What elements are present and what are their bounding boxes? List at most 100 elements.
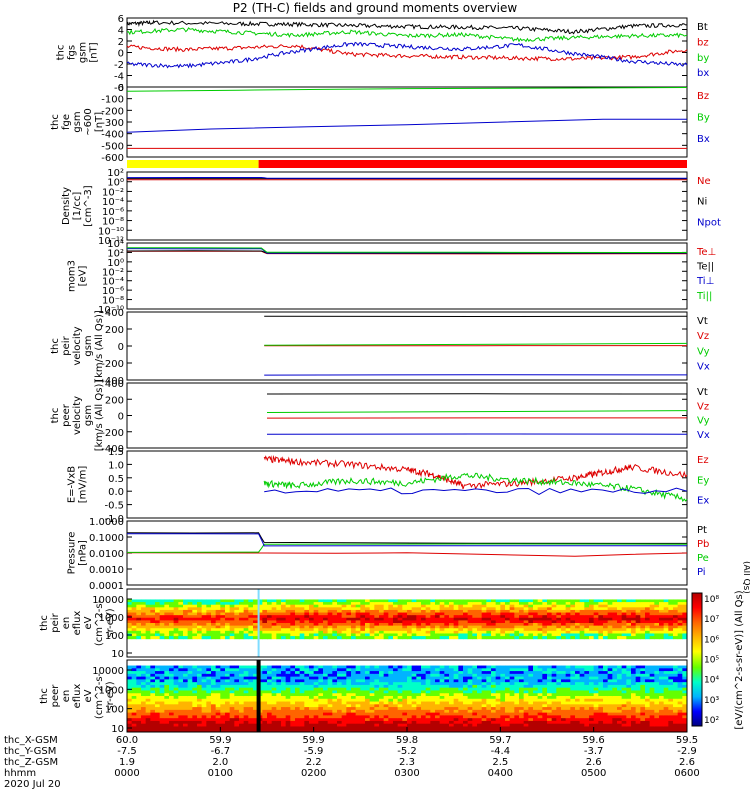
- spectrogram-cell: [276, 698, 282, 703]
- spectrogram-cell: [439, 696, 445, 700]
- spectrogram-cell: [248, 679, 254, 683]
- spectrogram-cell: [519, 718, 525, 722]
- spectrogram-cell: [201, 704, 207, 708]
- spectrogram-cell: [444, 720, 450, 725]
- spectrogram-cell: [220, 615, 226, 619]
- spectrogram-cell: [285, 607, 291, 611]
- spectrogram-cell: [178, 623, 184, 627]
- spectrogram-cell: [131, 668, 137, 672]
- spectrogram-cell: [463, 676, 469, 680]
- spectrogram-cell: [649, 729, 655, 733]
- spectrogram-cell: [290, 720, 296, 725]
- spectrogram-cell: [421, 671, 427, 675]
- spectrogram-cell: [542, 720, 548, 725]
- spectrogram-cell: [481, 609, 487, 614]
- y-tick-label: -400: [101, 444, 124, 455]
- spectrogram-cell: [519, 729, 525, 733]
- spectrogram-cell: [603, 726, 609, 730]
- spectrogram-cell: [593, 628, 599, 632]
- spectrogram-cell: [136, 723, 142, 727]
- spectrogram-cell: [355, 712, 361, 716]
- spectrogram-cell: [500, 704, 506, 708]
- spectrogram-cell: [612, 636, 618, 640]
- spectrogram-cell: [327, 630, 333, 634]
- spectrogram-cell: [271, 679, 277, 683]
- y-axis-label: Density: [61, 187, 72, 225]
- spectrogram-cell: [145, 698, 151, 703]
- spectrogram-cell: [141, 607, 147, 611]
- spectrogram-cell: [197, 707, 203, 711]
- spectrogram-cell: [323, 698, 329, 703]
- spectrogram-cell: [383, 704, 389, 708]
- spectrogram-cell: [141, 620, 147, 624]
- spectrogram-cell: [486, 671, 492, 675]
- spectrogram-cell: [369, 715, 375, 719]
- spectrogram-cell: [285, 690, 291, 694]
- spectrogram-cell: [327, 625, 333, 629]
- spectrogram-cell: [463, 704, 469, 708]
- spectrogram-cell: [561, 715, 567, 719]
- spectrogram-cell: [229, 701, 235, 705]
- spectrogram-cell: [421, 726, 427, 730]
- spectrogram-cell: [570, 628, 576, 632]
- spectrogram-cell: [640, 726, 646, 730]
- spectrogram-cell: [337, 633, 343, 637]
- spectrogram-cell: [332, 720, 338, 725]
- spectrogram-cell: [435, 599, 441, 603]
- spectrogram-cell: [677, 625, 683, 629]
- spectrogram-cell: [430, 615, 436, 619]
- spectrogram-cell: [127, 617, 133, 621]
- y-axis-label: gsm: [72, 111, 83, 132]
- spectrogram-cell: [575, 687, 581, 691]
- spectrogram-cell: [617, 599, 623, 603]
- spectrogram-cell: [519, 599, 525, 603]
- spectrogram-cell: [187, 671, 193, 675]
- spectrogram-cell: [472, 630, 478, 634]
- spectrogram-cell: [659, 676, 665, 680]
- spectrogram-cell: [327, 696, 333, 700]
- spectrogram-cell: [519, 620, 525, 624]
- spectrogram-cell: [136, 625, 142, 629]
- spectrogram-cell: [542, 604, 548, 608]
- spectrogram-cell: [309, 693, 315, 697]
- spectrogram-cell: [397, 682, 403, 686]
- spectrogram-cell: [299, 687, 305, 691]
- spectrogram-cell: [215, 615, 221, 619]
- spectrogram-cell: [472, 668, 478, 672]
- spectrogram-cell: [505, 673, 511, 678]
- spectrogram-cell: [463, 625, 469, 629]
- spectrogram-cell: [565, 693, 571, 697]
- spectrogram-cell: [617, 630, 623, 634]
- spectrogram-cell: [229, 693, 235, 697]
- spectrogram-cell: [360, 718, 366, 722]
- spectrogram-cell: [341, 682, 347, 686]
- spectrogram-cell: [197, 612, 203, 616]
- spectrogram-cell: [365, 607, 371, 611]
- spectrogram-cell: [225, 604, 231, 608]
- spectrogram-cell: [645, 723, 651, 727]
- spectrogram-cell: [416, 718, 422, 722]
- spectrogram-cell: [360, 612, 366, 616]
- spectrogram-cell: [253, 698, 259, 703]
- spectrogram-cell: [173, 630, 179, 634]
- spectrogram-cell: [421, 599, 427, 603]
- spectrogram-cell: [131, 623, 137, 627]
- spectrogram-cell: [159, 599, 165, 603]
- spectrogram-cell: [332, 704, 338, 708]
- spectrogram-cell: [640, 679, 646, 683]
- spectrogram-cell: [351, 602, 357, 606]
- spectrogram-cell: [379, 693, 385, 697]
- spectrogram-cell: [631, 701, 637, 705]
- spectrogram-cell: [225, 684, 231, 689]
- spectrogram-cell: [150, 704, 156, 708]
- spectrogram-cell: [197, 682, 203, 686]
- spectrogram-cell: [523, 684, 529, 689]
- spectrogram-cell: [407, 612, 413, 616]
- spectrogram-cell: [542, 687, 548, 691]
- spectrogram-cell: [379, 684, 385, 689]
- spectrogram-cell: [463, 720, 469, 725]
- spectrogram-cell: [561, 704, 567, 708]
- spectrogram-cell: [393, 684, 399, 689]
- spectrogram-cell: [187, 599, 193, 603]
- spectrogram-cell: [164, 604, 170, 608]
